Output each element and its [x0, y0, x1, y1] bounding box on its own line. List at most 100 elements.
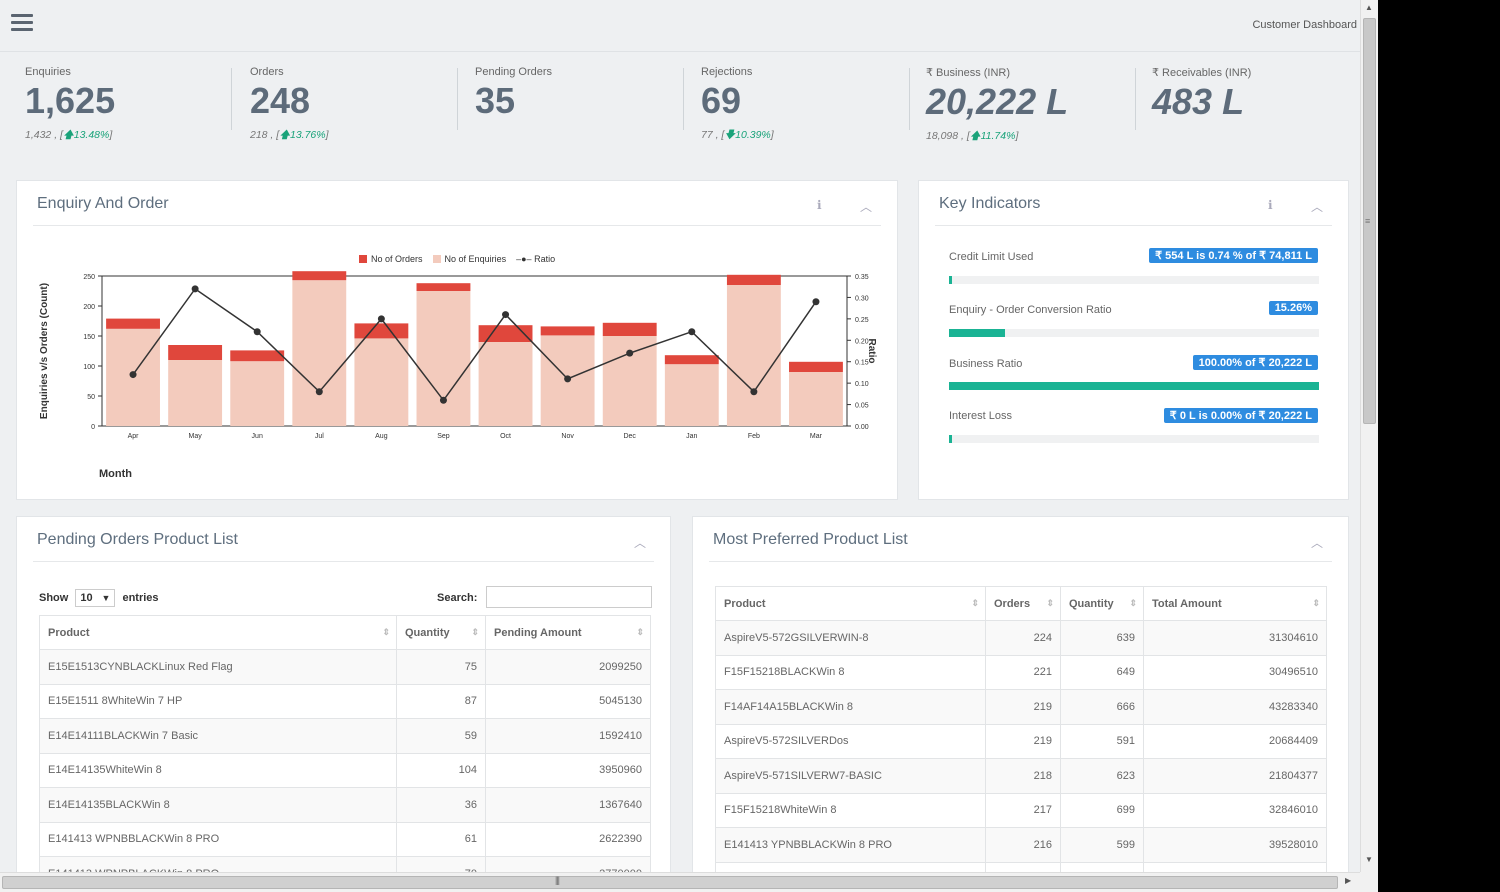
cell-product: E15E1513CYNBLACKLinux Red Flag	[39, 649, 397, 685]
info-icon[interactable]: ℹ	[817, 198, 822, 212]
horizontal-scrollbar[interactable]: ||| ▶	[0, 872, 1360, 892]
ratio-point	[377, 315, 385, 323]
legend-enquiries: No of Enquiries	[444, 254, 507, 264]
sort-icon: ⇕	[471, 627, 479, 637]
menu-icon[interactable]	[11, 14, 33, 34]
col-header-label: Product	[724, 597, 766, 610]
stat-pending-orders: Pending Orders 35	[475, 66, 675, 121]
cell-quantity: 666	[1060, 689, 1144, 725]
stat-value: 69	[701, 80, 742, 121]
search-input[interactable]	[486, 586, 652, 608]
stat-label: Rejections	[701, 66, 753, 78]
cell-quantity: 649	[1060, 654, 1144, 690]
cell-orders: 219	[985, 689, 1061, 725]
cell-quantity: 59	[396, 718, 486, 754]
indicator-badge: ₹ 554 L is 0.74 % of ₹ 74,811 L	[1149, 248, 1318, 263]
col-header-quantity[interactable]: Quantity ⇕	[1060, 586, 1144, 621]
collapse-icon[interactable]: ︿	[1311, 200, 1324, 214]
preferred-products-table: Product ⇕ Orders ⇕ Quantity ⇕ Total Amount ⇕…	[715, 586, 1327, 872]
bar-orders	[168, 345, 223, 360]
stat-divider	[457, 68, 458, 130]
vertical-scroll-thumb[interactable]	[1363, 18, 1376, 424]
cell-orders: 221	[985, 654, 1061, 690]
collapse-icon[interactable]: ︿	[860, 200, 873, 214]
col-header-pending-amount[interactable]: Pending Amount ⇕	[485, 615, 651, 650]
sort-icon: ⇕	[382, 627, 390, 637]
stat-receivables: ₹ Receivables (INR) 483 L	[1152, 66, 1352, 122]
cell-total: 20684409	[1143, 723, 1327, 759]
col-header-orders[interactable]: Orders ⇕	[985, 586, 1061, 621]
sort-icon: ⇕	[1129, 598, 1137, 608]
bar-orders	[726, 274, 781, 285]
table-row: E14E14111BLACKWin 7 Basic 59 1592410	[39, 718, 651, 754]
table-row: E141413 YPNBBLACKWin 8 PRO 216 599 39528010	[715, 827, 1327, 863]
indicator-fill	[949, 276, 952, 284]
ratio-point	[502, 311, 510, 319]
cell-product	[715, 861, 986, 872]
entries-label: entries	[122, 591, 159, 604]
enquiry-order-panel: Enquiry And Order ℹ ︿ No of Orders No of…	[16, 180, 898, 500]
chart-legend: No of Orders No of Enquiries –●– Ratio	[359, 254, 555, 264]
indicator-track	[949, 382, 1319, 390]
y2-tick-label: 0.00	[855, 424, 869, 431]
col-header-quantity[interactable]: Quantity ⇕	[396, 615, 486, 650]
y-tick-label: 250	[83, 274, 95, 281]
stat-value: 1,625	[25, 80, 116, 121]
bar-enquiries	[354, 338, 409, 426]
x-tick-label: Jan	[686, 433, 697, 440]
cell-product: E141413 WPNBBLACKWin 8 PRO	[39, 821, 397, 857]
stat-value: 248	[250, 80, 311, 121]
horizontal-scroll-thumb[interactable]	[2, 876, 1338, 889]
bar-enquiries	[292, 280, 347, 426]
cell-total: 32846010	[1143, 792, 1327, 828]
indicator-track	[949, 276, 1319, 284]
col-header-product[interactable]: Product ⇕	[39, 615, 397, 650]
col-header-label: Total Amount	[1152, 597, 1222, 610]
cell-orders: 216	[985, 827, 1061, 863]
scroll-grip-icon: ≡	[1365, 216, 1371, 226]
y2-axis-title: Ratio	[866, 339, 877, 364]
scroll-corner	[1360, 872, 1378, 892]
key-indicators-panel: Key Indicators ℹ ︿ Credit Limit Used ₹ 5…	[918, 180, 1349, 500]
entries-select[interactable]: 10 ▼	[75, 589, 116, 607]
y-tick-label: 100	[83, 364, 95, 371]
sort-icon: ⇕	[1312, 598, 1320, 608]
ratio-point	[253, 328, 261, 336]
panel-rule	[935, 225, 1332, 226]
stat-value: 20,222 L	[926, 81, 1069, 122]
panel-title: Key Indicators	[939, 195, 1041, 212]
x-tick-label: Sep	[437, 433, 450, 440]
cell-total: 43283340	[1143, 689, 1327, 725]
cell-orders: 224	[985, 620, 1061, 656]
x-tick-label: Jul	[315, 433, 324, 440]
collapse-icon[interactable]: ︿	[634, 536, 647, 550]
cell-orders: 218	[985, 758, 1061, 794]
col-header-total-amount[interactable]: Total Amount ⇕	[1143, 586, 1327, 621]
scroll-right-icon[interactable]: ▶	[1345, 876, 1352, 885]
collapse-icon[interactable]: ︿	[1311, 536, 1324, 550]
most-preferred-panel: Most Preferred Product List ︿ Product ⇕ O…	[692, 516, 1349, 872]
vertical-scrollbar[interactable]: ▲ ≡ ▼	[1360, 0, 1378, 872]
cell-amount: 2099250	[485, 649, 651, 685]
stats-strip: Enquiries 1,625 1,432 , [🡅13.48%] Orders…	[0, 52, 1360, 162]
stat-tail: ]	[1015, 130, 1019, 142]
stat-label: ₹ Business (INR)	[926, 67, 1011, 79]
stat-value: 35	[475, 80, 516, 121]
panel-title: Most Preferred Product List	[713, 531, 908, 548]
indicator-label: Interest Loss	[949, 410, 1012, 422]
scroll-up-icon[interactable]: ▲	[1365, 3, 1373, 12]
col-header-product[interactable]: Product ⇕	[715, 586, 986, 621]
bar-enquiries	[789, 372, 843, 426]
cell-orders: 219	[985, 723, 1061, 759]
scroll-down-icon[interactable]: ▼	[1365, 855, 1373, 864]
col-header-label: Quantity	[1069, 597, 1114, 610]
indicator-fill	[949, 435, 952, 443]
top-bar: Customer Dashboard	[0, 0, 1360, 52]
ratio-point	[750, 388, 758, 396]
arrow-up-icon: 🡅	[969, 130, 981, 142]
bar-orders	[354, 323, 409, 339]
col-header-label: Product	[48, 626, 90, 639]
ratio-point	[812, 298, 820, 306]
info-icon[interactable]: ℹ	[1268, 198, 1273, 212]
scroll-grip-icon: |||	[555, 875, 560, 885]
